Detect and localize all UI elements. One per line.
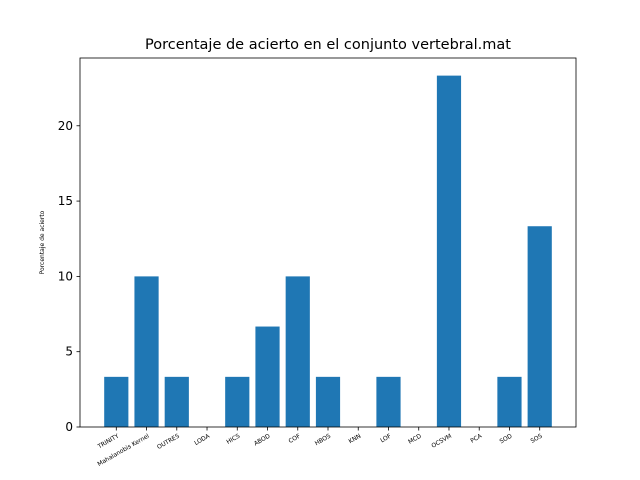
bar-lof: [376, 376, 401, 427]
chart-title: Porcentaje de acierto en el conjunto ver…: [145, 37, 511, 53]
bar-sod: [497, 376, 522, 427]
bar-mahalanobis-kernel: [134, 276, 159, 427]
y-axis-label: Porcentaje de acierto: [39, 210, 46, 274]
bar-outres: [164, 376, 189, 427]
bar-sos: [527, 226, 552, 427]
y-axis-ticks: 0 5 10 15 20: [58, 119, 80, 434]
y-tick-label: 20: [58, 119, 73, 133]
bar-abod: [255, 326, 280, 427]
y-tick-label: 0: [65, 420, 73, 434]
bar-cof: [285, 276, 310, 427]
y-tick-label: 15: [58, 194, 73, 208]
x-tick-label: LOF: [379, 432, 393, 444]
y-tick-label: 10: [58, 269, 73, 283]
bar-ocsvm: [436, 75, 462, 427]
bar-hbos: [315, 376, 341, 427]
bar-hics: [225, 376, 250, 427]
bars-group: [104, 75, 552, 427]
y-tick-label: 5: [65, 345, 73, 359]
bar-trinity: [104, 376, 129, 427]
